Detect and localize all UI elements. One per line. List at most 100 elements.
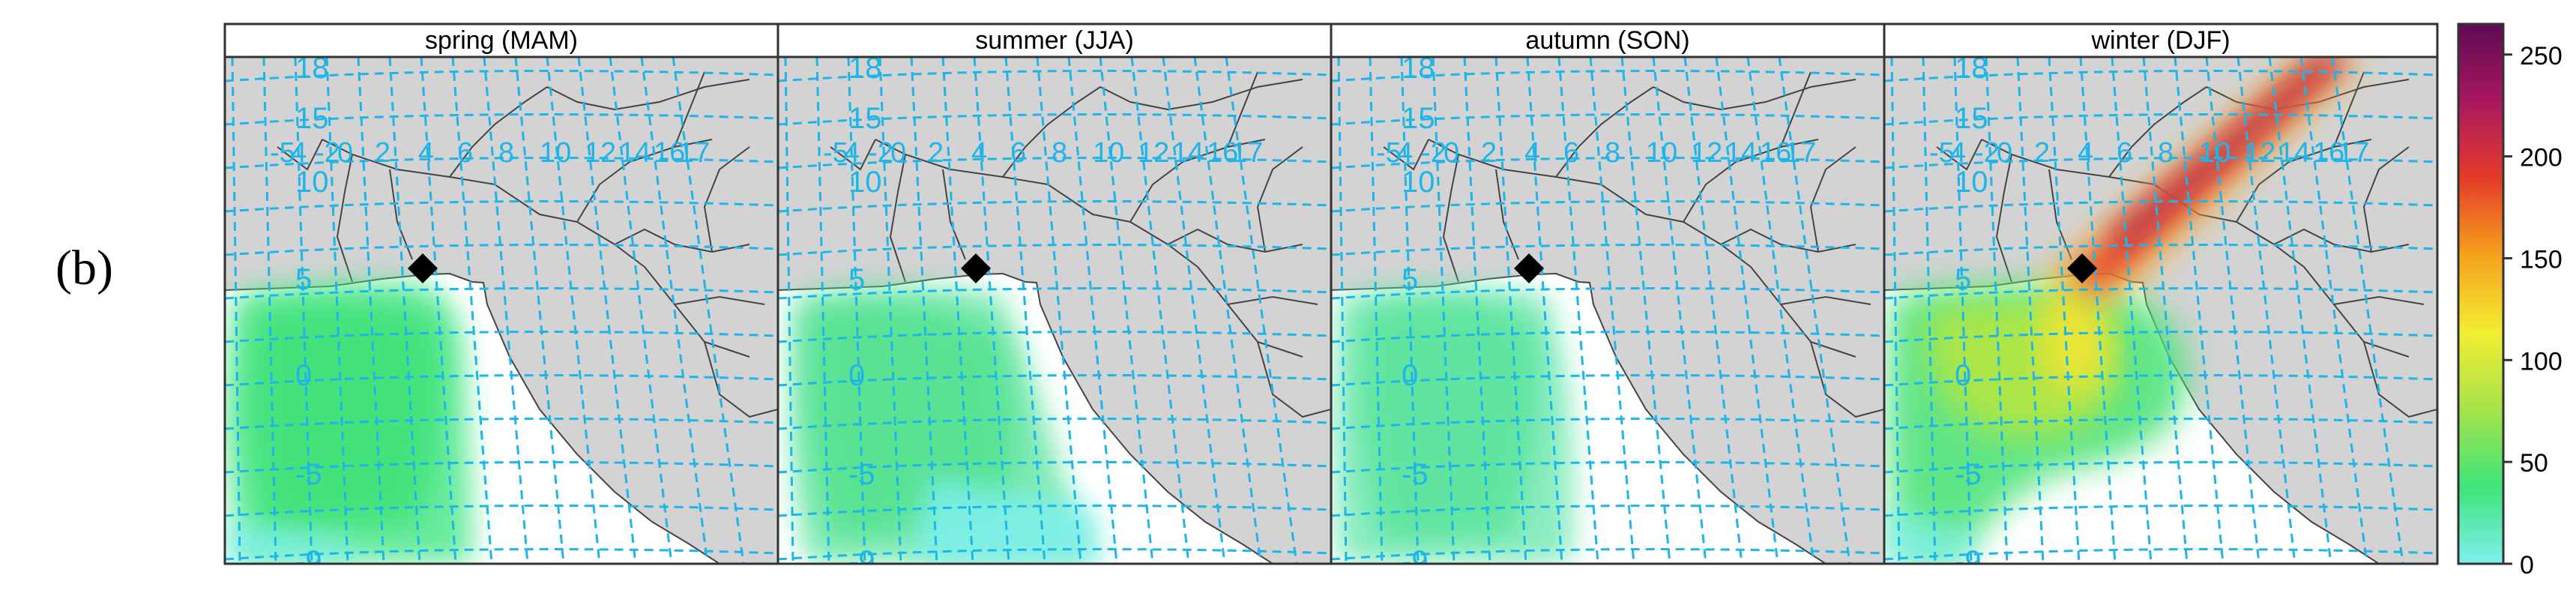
lon-label: 0 [337, 137, 353, 169]
lat-label: -5 [295, 458, 322, 491]
graticule-lat [225, 157, 778, 169]
source-marker [2067, 253, 2097, 283]
graticule-lon [1432, 57, 1456, 564]
lon-label: 14 [2278, 137, 2310, 169]
panel-title: autumn (SON) [1525, 26, 1689, 55]
country-border [1720, 228, 1856, 253]
graticule-lon [1652, 57, 1707, 564]
graticule-lat [1331, 244, 1884, 256]
panel-strip [1330, 22, 1886, 58]
graticule-lat [1331, 418, 1884, 430]
country-border [1780, 71, 1812, 148]
lon-label: -2 [315, 137, 340, 169]
graticule-lon [546, 57, 601, 564]
coastline [778, 272, 1273, 564]
graticule-lat [1331, 461, 1884, 474]
graticule-lon [1715, 57, 1779, 564]
lon-label: 17 [1785, 137, 1816, 169]
lon-label: 0 [890, 137, 906, 169]
lon-label: 6 [2117, 137, 2132, 169]
lat-label: 0 [1402, 359, 1418, 392]
lat-label: 0 [1955, 359, 1971, 392]
country-border [546, 79, 750, 111]
country-border [889, 154, 906, 283]
country-border [449, 86, 548, 178]
lon-label: 16 [654, 137, 685, 169]
lon-label: -2 [868, 137, 893, 169]
graticule-lat [225, 70, 778, 82]
panel-title: summer (JJA) [975, 26, 1134, 55]
country-border [1227, 71, 1258, 148]
graticule-lon [2079, 57, 2117, 564]
lon-label: 17 [1231, 137, 1263, 169]
lat-label: -9 [848, 545, 875, 578]
country-border [1227, 295, 1318, 305]
graticule-lat [1884, 331, 2437, 343]
lat-label: 18 [1955, 52, 1988, 85]
graticule-lat [1884, 157, 2437, 169]
graticule-lon [514, 57, 565, 564]
lon-label: -5 [270, 137, 295, 169]
graticule-lon [1162, 57, 1226, 564]
country-border [1995, 154, 2012, 283]
lon-label: 16 [1207, 137, 1238, 169]
country-border [1780, 295, 1871, 305]
graticule-lon [2268, 57, 2332, 564]
graticule-lon [388, 57, 421, 564]
graticule-lon [1985, 57, 2009, 564]
colorbar-tick-label: 250 [2520, 42, 2563, 70]
lon-label: 6 [457, 137, 473, 169]
graticule-lat [225, 244, 778, 256]
lon-label: 4 [418, 137, 434, 169]
lon-label: 4 [1950, 137, 1966, 169]
lat-label: 15 [1402, 102, 1435, 135]
graticule-lon [1130, 57, 1190, 564]
country-border [1653, 79, 1856, 111]
lon-label: 4 [1397, 137, 1413, 169]
lon-label: 10 [2199, 137, 2230, 169]
lon-label: 0 [1997, 137, 2012, 169]
graticule-lon [294, 57, 313, 564]
lon-label: 2 [375, 137, 390, 169]
lat-label: 15 [848, 102, 882, 135]
lon-label: 6 [1563, 137, 1579, 169]
country-border [1167, 228, 1303, 253]
graticule-lon [941, 57, 974, 564]
lat-label: 18 [295, 52, 329, 85]
graticule-lon [2111, 57, 2153, 564]
lat-label: -5 [1955, 458, 1982, 491]
lon-label: 14 [1172, 137, 1204, 169]
graticule-lon [1225, 57, 1298, 564]
lat-label: -5 [848, 458, 875, 491]
country-border [674, 71, 705, 148]
lat-label: 10 [1402, 166, 1435, 199]
graticule-lon [357, 57, 385, 564]
lon-label: 6 [1010, 137, 1026, 169]
plume-core [2109, 57, 2343, 244]
graticule-lat [1884, 200, 2437, 213]
lat-label: 15 [295, 102, 329, 135]
country-border [1100, 79, 1303, 111]
country-border [1750, 266, 1856, 358]
panel-title: winter (DJF) [2090, 26, 2230, 55]
lon-label: 12 [2244, 137, 2275, 169]
lat-label: -9 [1402, 545, 1429, 578]
graticule-lat [778, 374, 1331, 387]
colorbar-tick-label: 150 [2520, 245, 2563, 274]
graticule-lat [778, 200, 1331, 213]
graticule-lon [483, 57, 529, 564]
lat-label: 10 [1955, 166, 1988, 199]
graticule-lon [1557, 57, 1599, 564]
lon-label: 8 [498, 137, 514, 169]
graticule-lat [778, 244, 1331, 256]
country-border [2236, 139, 2372, 223]
lon-label: -5 [1929, 137, 1955, 169]
country-border [1810, 341, 1884, 418]
